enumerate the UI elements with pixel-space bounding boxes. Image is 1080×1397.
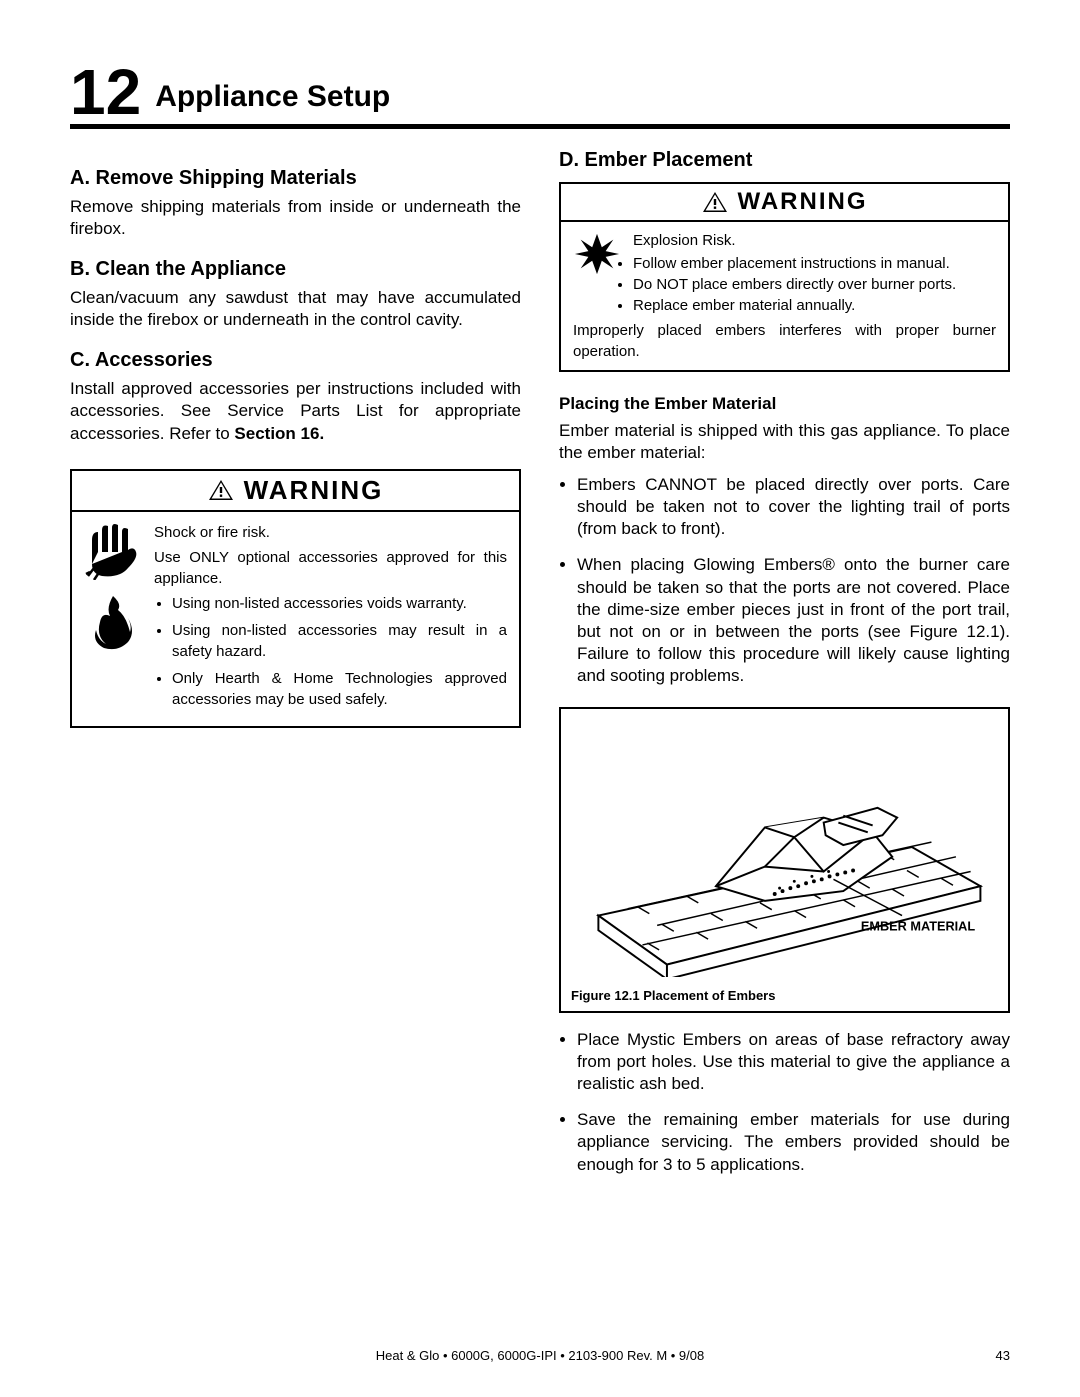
warning-subtext: Use ONLY optional accessories approved f… bbox=[154, 547, 507, 589]
warning-title: WARNING bbox=[738, 188, 868, 216]
warning-header: WARNING bbox=[561, 184, 1008, 222]
placing-ember-heading: Placing the Ember Material bbox=[559, 394, 1010, 414]
page-footer: Heat & Glo • 6000G, 6000G-IPI • 2103-900… bbox=[70, 1348, 1010, 1363]
ember-step: Save the remaining ember materials for u… bbox=[577, 1109, 1010, 1175]
warning-bullet: Using non-listed accessories may result … bbox=[172, 620, 507, 662]
figure-caption: Figure 12.1 Placement of Embers bbox=[569, 988, 1000, 1003]
warning-bullet: Follow ember placement instructions in m… bbox=[633, 253, 956, 274]
chapter-number: 12 bbox=[70, 60, 141, 124]
section-a-heading: A. Remove Shipping Materials bbox=[70, 167, 521, 190]
right-column: D. Ember Placement WARNING bbox=[559, 149, 1010, 1190]
warning-bullet: Replace ember material annually. bbox=[633, 295, 956, 316]
warning-footer-text: Improperly placed embers interferes with… bbox=[573, 320, 996, 362]
warning-header: WARNING bbox=[72, 471, 519, 512]
warning-box-shock-fire: WARNING Shock or fire risk. bbox=[70, 469, 521, 728]
section-c-heading: C. Accessories bbox=[70, 349, 521, 372]
section-b-heading: B. Clean the Appliance bbox=[70, 258, 521, 281]
figure-12-1: EMBER MATERIAL Figure 12.1 Placement of … bbox=[559, 707, 1010, 1013]
warning-lead: Explosion Risk. bbox=[633, 230, 956, 251]
section-ref: Section 16. bbox=[234, 424, 324, 443]
warning-triangle-icon bbox=[208, 479, 234, 501]
flame-icon bbox=[84, 592, 142, 650]
chapter-title: Appliance Setup bbox=[155, 80, 390, 114]
page-number: 43 bbox=[996, 1348, 1010, 1363]
warning-bullet: Do NOT place embers directly over burner… bbox=[633, 274, 956, 295]
warning-bullet: Only Hearth & Home Technologies approved… bbox=[172, 668, 507, 710]
section-b-body: Clean/vacuum any sawdust that may have a… bbox=[70, 287, 521, 331]
footer-text: Heat & Glo • 6000G, 6000G-IPI • 2103-900… bbox=[376, 1348, 704, 1363]
chapter-header: 12 Appliance Setup bbox=[70, 60, 1010, 129]
ember-step: Embers CANNOT be placed directly over po… bbox=[577, 474, 1010, 540]
ember-step: When placing Glowing Embers® onto the bu… bbox=[577, 554, 1010, 687]
warning-lead: Shock or fire risk. bbox=[154, 522, 507, 543]
ember-step: Place Mystic Embers on areas of base ref… bbox=[577, 1029, 1010, 1095]
warning-bullet: Using non-listed accessories voids warra… bbox=[172, 593, 507, 614]
section-a-body: Remove shipping materials from inside or… bbox=[70, 196, 521, 240]
warning-title: WARNING bbox=[244, 475, 384, 506]
placing-ember-intro: Ember material is shipped with this gas … bbox=[559, 420, 1010, 464]
left-column: A. Remove Shipping Materials Remove ship… bbox=[70, 149, 521, 1190]
warning-triangle-icon bbox=[702, 191, 728, 213]
section-d-heading: D. Ember Placement bbox=[559, 149, 1010, 172]
shock-hand-icon bbox=[84, 522, 142, 580]
ember-material-label: EMBER MATERIAL bbox=[861, 918, 975, 933]
section-c-body: Install approved accessories per instruc… bbox=[70, 378, 521, 444]
ember-placement-illustration: EMBER MATERIAL bbox=[569, 717, 1000, 977]
explosion-icon bbox=[573, 230, 621, 278]
warning-box-explosion: WARNING Explosion Risk. Follow ember pla… bbox=[559, 182, 1010, 372]
